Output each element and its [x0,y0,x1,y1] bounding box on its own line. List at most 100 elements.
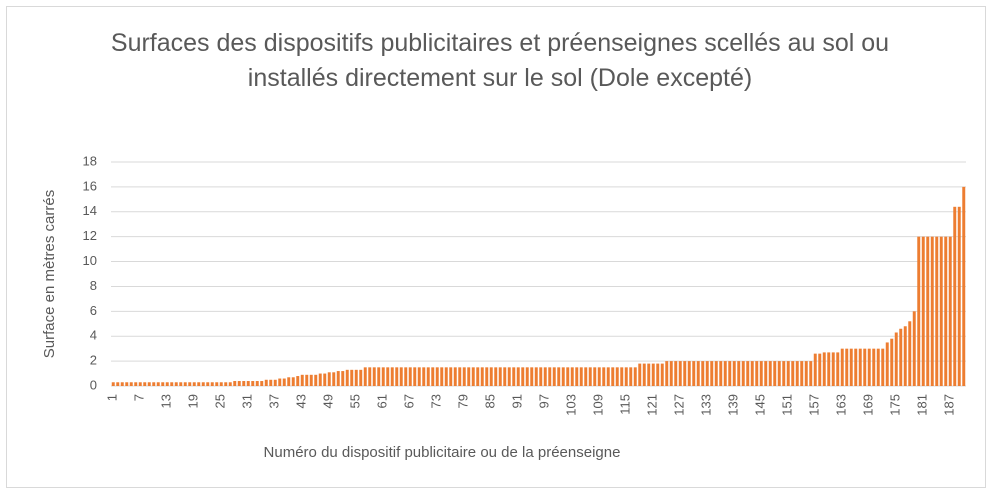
y-tick-label: 16 [83,178,97,193]
bar [242,381,246,386]
x-tick-label: 55 [348,394,363,408]
bar [224,382,228,386]
bar [962,186,966,386]
bar [624,367,628,386]
bar [953,206,957,386]
bar [584,367,588,386]
bar [116,382,120,386]
bar [377,367,381,386]
bar [714,361,718,386]
bar [629,367,633,386]
bar [462,367,466,386]
bar [174,382,178,386]
bar [399,367,403,386]
bar [548,367,552,386]
bar [336,371,340,386]
x-tick-label: 157 [807,394,822,416]
bar [660,363,664,386]
y-tick-label: 14 [83,203,97,218]
bar [764,361,768,386]
x-tick-label: 79 [456,394,471,408]
bar [899,328,903,386]
bar [948,236,952,386]
bar [192,382,196,386]
bar [525,367,529,386]
bar [849,348,853,386]
bar [696,361,700,386]
bar [314,374,318,386]
bar [152,382,156,386]
bar [489,367,493,386]
bar [863,348,867,386]
x-tick-label: 163 [834,394,849,416]
bar [782,361,786,386]
bar [323,373,327,386]
bar [881,348,885,386]
x-axis-title: Numéro du dispositif publicitaire ou de … [264,444,621,461]
bar [606,367,610,386]
bar [719,361,723,386]
bar [386,367,390,386]
bar [296,376,300,386]
bar [521,367,525,386]
bar [395,367,399,386]
bar [503,367,507,386]
bar [939,236,943,386]
bar [710,361,714,386]
bar [485,367,489,386]
bar [561,367,565,386]
bar [566,367,570,386]
bar [269,379,273,386]
bar [408,367,412,386]
bar [930,236,934,386]
y-tick-label: 12 [83,228,97,243]
bar [372,367,376,386]
bar [413,367,417,386]
bar [885,342,889,386]
x-tick-label: 169 [861,394,876,416]
bar [611,367,615,386]
bar [656,363,660,386]
bar [683,361,687,386]
bar [368,367,372,386]
bar [381,367,385,386]
x-tick-label: 67 [402,394,417,408]
bar [516,367,520,386]
bar [404,367,408,386]
bar [701,361,705,386]
bar [426,367,430,386]
bar [183,382,187,386]
x-tick-label: 181 [915,394,930,416]
bar [944,236,948,386]
x-tick-label: 115 [618,394,633,415]
bar [444,367,448,386]
bar [435,367,439,386]
bar [498,367,502,386]
bar [494,367,498,386]
y-tick-label: 4 [90,328,97,343]
bar [665,361,669,386]
bar [602,367,606,386]
bar [903,326,907,386]
bar [845,348,849,386]
x-tick-label: 31 [240,394,255,408]
bar [552,367,556,386]
bar [125,382,129,386]
bar [755,361,759,386]
bar [588,367,592,386]
bar [579,367,583,386]
bar [800,361,804,386]
bar [390,367,394,386]
bar [246,381,250,386]
bar [251,381,255,386]
bar [692,361,696,386]
bar [804,361,808,386]
bar [678,361,682,386]
bar [570,367,574,386]
y-tick-label: 8 [90,278,97,293]
bar [179,382,183,386]
bar [300,374,304,386]
bar [129,382,133,386]
bar [543,367,547,386]
